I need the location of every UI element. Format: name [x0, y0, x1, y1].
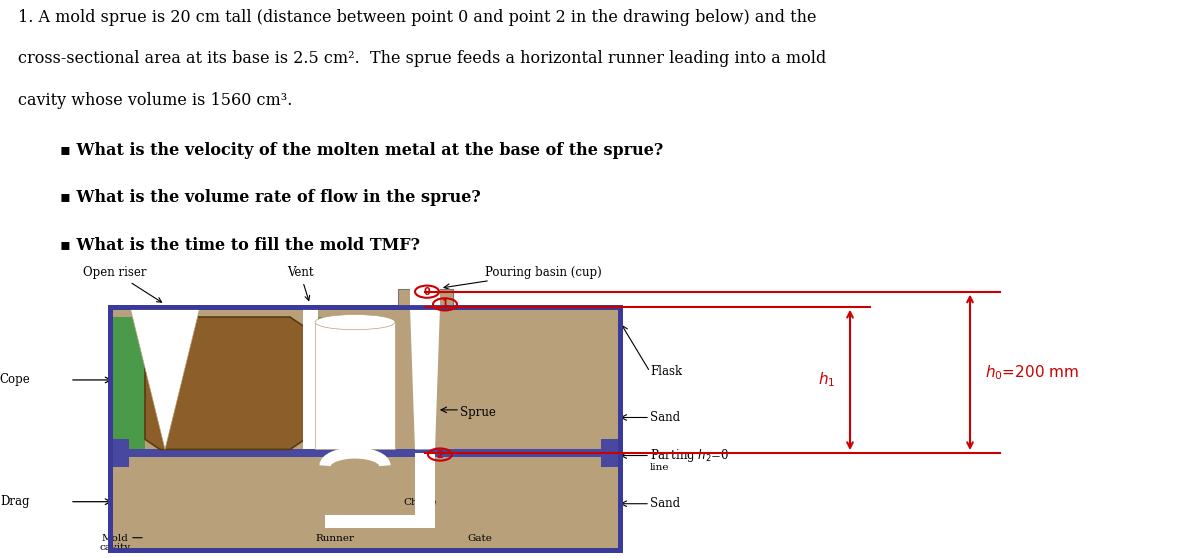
Text: $h_1$: $h_1$ [817, 371, 835, 389]
Text: ▪ What is the velocity of the molten metal at the base of the sprue?: ▪ What is the velocity of the molten met… [60, 142, 662, 159]
Bar [302, 307, 318, 449]
Bar [397, 289, 452, 307]
Text: ▪ What is the volume rate of flow in the sprue?: ▪ What is the volume rate of flow in the… [60, 189, 480, 206]
Bar [314, 322, 395, 449]
Text: cavity: cavity [100, 543, 131, 552]
Text: Parting $h_2$=0: Parting $h_2$=0 [650, 447, 730, 464]
Text: cavity whose volume is 1560 cm³.: cavity whose volume is 1560 cm³. [18, 92, 293, 109]
Text: 1: 1 [442, 299, 449, 309]
Text: Blind
riser: Blind riser [329, 388, 361, 416]
Text: Drag: Drag [0, 495, 30, 508]
Bar [415, 453, 436, 527]
Bar [325, 515, 415, 527]
Text: line: line [650, 463, 670, 472]
Bar [418, 512, 432, 527]
Text: ▪ What is the time to fill the mold TMF?: ▪ What is the time to fill the mold TMF? [60, 237, 420, 253]
Text: (sand): (sand) [208, 386, 242, 396]
Text: Sand: Sand [650, 411, 680, 424]
Bar [110, 449, 620, 456]
Text: Runner: Runner [316, 534, 354, 543]
Text: Vent: Vent [287, 266, 313, 301]
Bar [113, 317, 145, 449]
Text: Mold: Mold [102, 534, 128, 543]
Text: Pouring basin (cup): Pouring basin (cup) [485, 266, 601, 279]
Text: Core: Core [211, 373, 239, 383]
Text: 1. A mold sprue is 20 cm tall (distance between point 0 and point 2 in the drawi: 1. A mold sprue is 20 cm tall (distance … [18, 9, 816, 26]
Bar [305, 317, 335, 449]
Text: 2: 2 [437, 450, 443, 460]
Bar [410, 289, 440, 307]
Text: cross-sectional area at its base is 2.5 cm².  The sprue feeds a horizontal runne: cross-sectional area at its base is 2.5 … [18, 50, 826, 68]
Text: Cope: Cope [0, 373, 30, 387]
Polygon shape [130, 307, 200, 449]
Text: Gate: Gate [468, 534, 492, 543]
Text: $h_0$=200 mm: $h_0$=200 mm [985, 363, 1079, 382]
Bar [110, 307, 620, 550]
Polygon shape [410, 307, 440, 449]
Bar [110, 307, 620, 550]
Text: Flask: Flask [650, 365, 682, 378]
Bar [109, 439, 130, 467]
Text: Sprue: Sprue [460, 406, 496, 419]
Text: Choke: Choke [403, 498, 437, 507]
Text: 0: 0 [424, 287, 431, 297]
Ellipse shape [314, 315, 395, 330]
Text: Sand: Sand [650, 497, 680, 510]
Text: Open riser: Open riser [83, 266, 162, 302]
Bar [601, 439, 622, 467]
Polygon shape [145, 317, 305, 449]
